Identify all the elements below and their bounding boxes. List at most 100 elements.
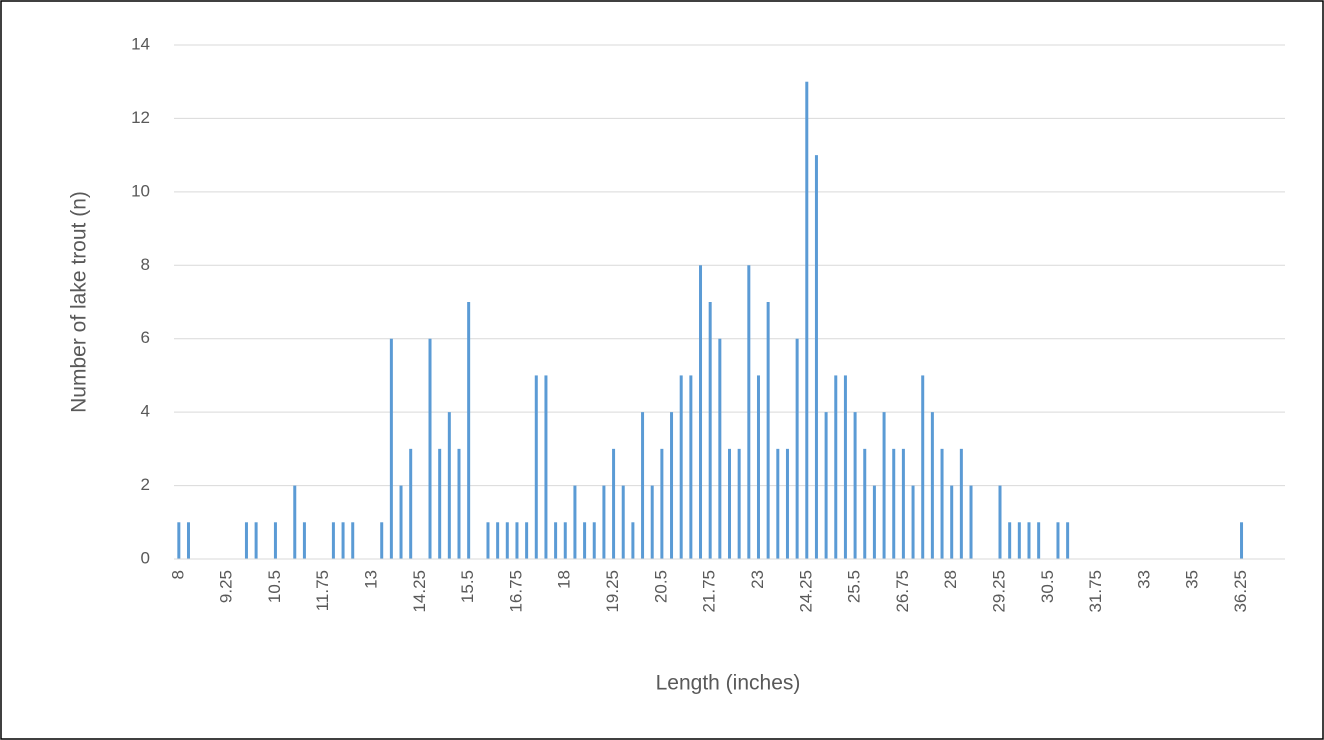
bar <box>911 485 915 559</box>
bar <box>834 375 838 559</box>
bar <box>776 448 780 559</box>
bar <box>254 522 258 559</box>
x-tick-label: 29.25 <box>989 570 1008 613</box>
bar <box>998 485 1002 559</box>
bar <box>921 375 925 559</box>
x-tick-label: 28 <box>941 570 960 589</box>
bar <box>872 485 876 559</box>
y-tick-label: 6 <box>141 328 150 347</box>
bar <box>1017 522 1021 559</box>
bar <box>341 522 345 559</box>
bar <box>689 375 693 559</box>
bar <box>438 448 442 559</box>
bar <box>457 448 461 559</box>
bar <box>670 412 674 559</box>
bar <box>728 448 731 559</box>
x-tick-label: 30.5 <box>1038 570 1057 603</box>
x-tick-label: 16.75 <box>506 570 525 613</box>
bar <box>718 338 722 559</box>
bar <box>901 448 905 559</box>
bar <box>853 412 857 559</box>
bar <box>621 485 625 559</box>
bar <box>814 155 818 559</box>
bar <box>273 522 277 559</box>
bar <box>612 448 616 559</box>
bar <box>679 375 683 559</box>
bar <box>1066 522 1070 559</box>
bar <box>950 485 954 559</box>
y-tick-label: 10 <box>131 181 150 200</box>
bar <box>351 522 355 559</box>
bar <box>843 375 847 559</box>
x-tick-label: 35 <box>1183 570 1202 589</box>
bar <box>660 448 664 559</box>
bar <box>641 412 645 559</box>
bar <box>573 485 577 559</box>
bar <box>1056 522 1060 559</box>
bar <box>186 522 190 559</box>
bar <box>708 302 712 559</box>
x-tick-label: 23 <box>748 570 767 589</box>
bar <box>699 265 703 559</box>
bar <box>1008 522 1012 559</box>
bar <box>244 522 248 559</box>
bar <box>389 338 393 559</box>
bar <box>409 448 413 559</box>
bar <box>331 522 335 559</box>
x-tick-label: 18 <box>555 570 574 589</box>
bar <box>940 448 944 559</box>
bar <box>534 375 538 559</box>
x-tick-label: 33 <box>1134 570 1153 589</box>
x-tick-label: 25.5 <box>845 570 864 603</box>
bar <box>756 375 760 559</box>
bar <box>467 302 471 559</box>
x-tick-label: 19.25 <box>603 570 622 613</box>
bar <box>631 522 635 559</box>
bar <box>525 522 529 559</box>
y-tick-label: 12 <box>131 108 150 127</box>
bar <box>302 522 306 559</box>
bar <box>399 485 403 559</box>
bar <box>544 375 548 559</box>
x-tick-label: 15.5 <box>458 570 477 603</box>
bar <box>592 522 596 559</box>
bar <box>795 338 799 559</box>
x-tick-label: 20.5 <box>651 570 670 603</box>
x-tick-label: 24.25 <box>796 570 815 613</box>
bar <box>747 265 751 559</box>
bar <box>486 522 490 559</box>
bar <box>805 81 809 559</box>
y-tick-label: 2 <box>141 475 150 494</box>
bar <box>892 448 896 559</box>
x-tick-label: 9.25 <box>217 570 236 603</box>
bar <box>505 522 509 559</box>
bar <box>1037 522 1041 559</box>
x-tick-label: 31.75 <box>1086 570 1105 613</box>
x-tick-label: 8 <box>168 570 187 579</box>
y-axis-title: Number of lake trout (n) <box>68 191 91 413</box>
bar <box>380 522 384 559</box>
bar <box>766 302 770 559</box>
bar <box>882 412 886 559</box>
x-tick-label: 10.5 <box>265 570 284 603</box>
bar <box>1027 522 1031 559</box>
y-tick-label: 8 <box>141 255 150 274</box>
bar <box>515 522 519 559</box>
bar <box>863 448 867 559</box>
bar <box>930 412 934 559</box>
x-tick-label: 14.25 <box>410 570 429 613</box>
bar <box>824 412 828 559</box>
bar <box>177 522 181 559</box>
x-tick-label: 11.75 <box>313 570 332 611</box>
bar <box>1240 522 1244 559</box>
bar <box>969 485 973 559</box>
bar <box>602 485 606 559</box>
bar <box>428 338 432 559</box>
y-tick-label: 14 <box>131 34 150 53</box>
bar <box>737 448 741 559</box>
bar <box>650 485 654 559</box>
y-tick-label: 4 <box>141 402 150 421</box>
x-axis-title: Length (inches) <box>656 672 801 695</box>
x-tick-label: 13 <box>362 570 381 589</box>
